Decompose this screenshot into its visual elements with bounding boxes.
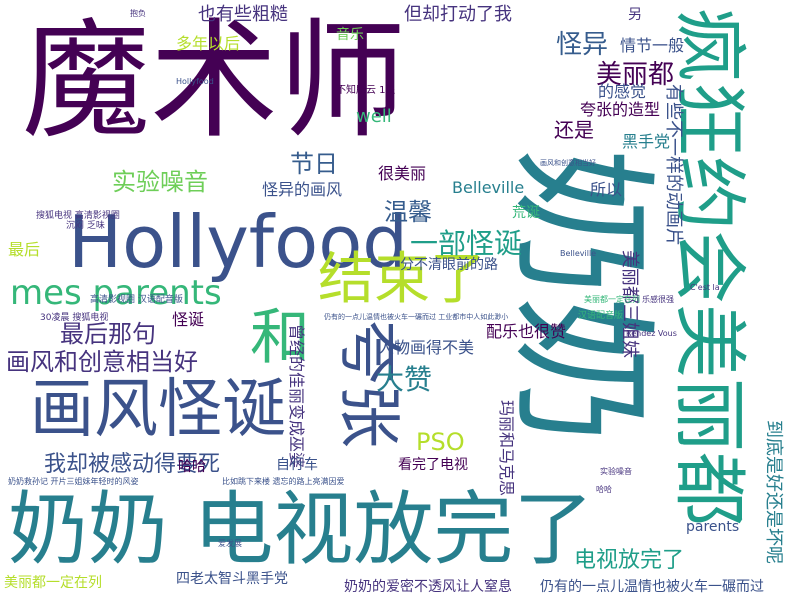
word-kan-wan-le-dian-shi: 看完了电视	[398, 457, 468, 473]
word-ha-ha: 哈哈	[178, 459, 206, 475]
word-jie-ri: 节日	[290, 150, 338, 178]
word-jie-shu-le: 结束了	[318, 247, 486, 312]
word-hua-feng-he-chuang-yi-small: 画风和创意相当好	[540, 159, 596, 167]
word-hen-mei-li: 很美丽	[378, 164, 427, 183]
word-bao-fu: 抱负	[130, 9, 146, 18]
word-you-xie-bu-yi-yang: 有些不一样的动画片	[663, 84, 684, 246]
word-chen-men: 沉闷 乏味	[66, 221, 105, 231]
word-rendez-vous: Rendez Vous	[626, 329, 677, 338]
word-belleville-small: Belleville	[560, 249, 597, 258]
word-hai-shi: 还是	[554, 118, 594, 142]
word-zi-xing-che: 自行车	[276, 457, 318, 473]
word-dong-hua-dian-ying: 汉语配音版	[578, 311, 624, 321]
word-well: well	[356, 106, 392, 127]
word-sou-hu-dian-shi: 搜狐电视 高清影视圈	[36, 211, 120, 221]
word-ceng-jing-de-jia-li: 曾经的佳丽变成巫婆	[287, 324, 306, 469]
word-dao-di-shi-hao-huan: 到底是好还是坏呢	[763, 420, 784, 564]
word-nai-nai-jiu-sun-zi: 奶奶救孙记 开片三姐妹年轻时的风姿	[8, 477, 139, 486]
word-sou-hu-30: 30凌晨 搜狐电视	[40, 313, 109, 323]
word-hollyfood-small: Hollyfood	[176, 77, 214, 86]
word-hua-feng-he-chuang-yi: 画风和创意相当好	[6, 348, 198, 376]
word-shi-yan-small: 实验噪音	[600, 467, 632, 476]
word-zui-hou-na-ju: 最后那句	[60, 320, 156, 348]
word-bi-ru-tiao-xia: 比如跳下来楼 遗忘的路上亮满因爱	[222, 477, 345, 486]
word-suo-yi: 所以	[590, 180, 623, 199]
word-ha-ha-small: 哈哈	[596, 485, 612, 494]
word-ai-fa-zhan: 爱发展	[218, 539, 242, 548]
word-ren-wu-hua-de-bu-mei: 人物画得不美	[378, 338, 475, 357]
word-ling-yi: 另	[628, 7, 642, 23]
word-mei-li-du-san-jie-mei: 美丽都三姐妹	[619, 250, 640, 358]
word-guai-dan-small: 怪诞	[172, 310, 205, 329]
word-shi-yan-zao-yin: 实验噪音	[112, 168, 208, 196]
word-le-gan-small: 乐感很强	[642, 295, 674, 304]
word-guai-yi: 怪异	[556, 30, 609, 60]
word-dan-que-da-dong-le-wo: 但却打动了我	[404, 4, 512, 25]
word-si-lao-tai: 四老太智斗黑手党	[176, 571, 288, 587]
word-wo-que-bei-gan-dong: 我却被感动得要死	[44, 452, 221, 477]
word-nai-nai-dian-shi-fang-wan-le: 奶奶 电视放完了	[8, 483, 594, 576]
word-mei-li-du-top: 美丽都	[596, 60, 675, 90]
word-gao-qing-dian-ying: 高清影视圈 汉语配音版	[90, 295, 183, 305]
word-dian-shi-fang-wan-le: 电视放完了	[574, 548, 685, 573]
word-mei-li-du-yi-ding-small: 美丽都一定在列	[584, 295, 640, 304]
word-nai-nai-de-ai-mi: 奶奶的爱密不透风让人窒息	[344, 579, 512, 595]
word-parents: parents	[686, 519, 740, 535]
word-kua-zhang-de-zao-xing: 夸张的造型	[580, 100, 661, 119]
word-da-zan: 大赞	[376, 363, 433, 396]
word-wen-xin: 温馨	[384, 198, 432, 226]
word-yin-yue: 音乐	[336, 27, 364, 43]
word-qing-jie-yi-ban: 情节一般	[620, 36, 685, 55]
word-pei-le-ye-hen-zan: 配乐也很赞	[486, 322, 567, 341]
word-hua-feng-guai-dan: 画风怪诞	[30, 373, 286, 447]
word-belleville: Belleville	[452, 178, 525, 197]
word-yi-bu-guai-dan: 一部怪诞	[410, 227, 523, 260]
word-de-gan-jue: 的感觉	[598, 82, 647, 101]
word-fen-bu-qing-yan-qian-de-lu: 分不清眼前的路	[400, 257, 498, 273]
word-pso: PSO	[416, 428, 465, 456]
word-hollyfood: Hollyfood	[68, 200, 408, 284]
word-reng-you-de: 仍有的一点儿温情也被火车一碾而过	[540, 579, 764, 595]
word-ye-you-xie-cu-cao: 也有些粗糙	[198, 4, 288, 25]
word-mei-li-du-yi-ding-zai-lie: 美丽都一定在列	[4, 575, 102, 591]
word-ma-li-he-ma-ke-si: 玛丽和马克思	[497, 400, 516, 497]
word-zui-hou: 最后	[8, 240, 41, 259]
word-huang-dan: 荒诞	[512, 205, 540, 221]
word-guai-yi-de-hua-feng: 怪异的画风	[262, 180, 343, 199]
word-duo-nian-yi-hou: 多年以后	[176, 34, 241, 53]
word-mes-parents: mes parents	[10, 273, 222, 313]
word-bu-zhi-suo-yun: 不知所云 1星	[336, 85, 396, 96]
word-cest-la: C'est la	[690, 283, 720, 292]
word-reng-you-small: 仍有的一点儿温情也被火车一碾而过 工业都市中人如此渺小	[324, 313, 509, 321]
word-mo-shu-shi: 魔术师	[22, 7, 407, 156]
word-hei-shou-dang: 黑手党	[622, 132, 671, 151]
word-he: 和	[250, 303, 310, 373]
